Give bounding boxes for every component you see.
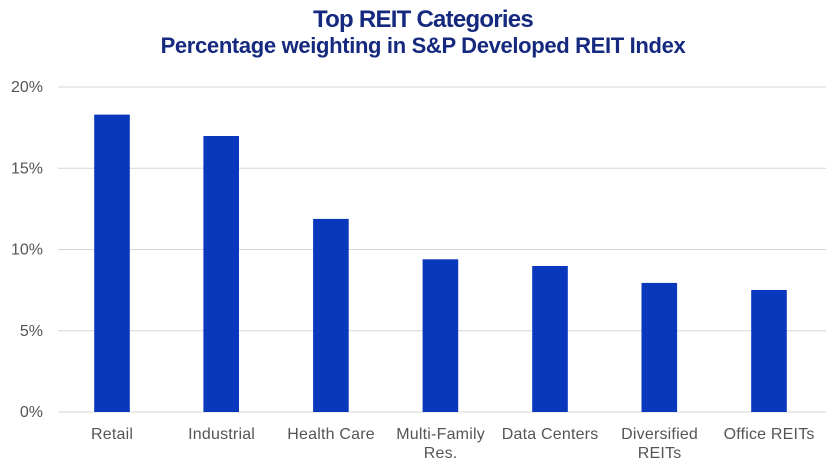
svg-text:15%: 15% <box>11 160 43 177</box>
svg-text:Industrial: Industrial <box>188 426 255 443</box>
svg-text:10%: 10% <box>11 242 43 259</box>
svg-text:Percentage weighting in S&P De: Percentage weighting in S&P Developed RE… <box>161 33 687 58</box>
svg-text:Retail: Retail <box>91 426 133 443</box>
svg-text:Multi-Family: Multi-Family <box>396 426 485 443</box>
svg-text:Data Centers: Data Centers <box>502 426 599 443</box>
svg-text:5%: 5% <box>20 323 43 340</box>
svg-text:Res.: Res. <box>424 445 458 462</box>
svg-text:Office REITs: Office REITs <box>724 426 815 443</box>
svg-text:REITs: REITs <box>638 445 682 462</box>
svg-text:Diversified: Diversified <box>621 426 698 443</box>
svg-text:Health Care: Health Care <box>287 426 375 443</box>
svg-text:0%: 0% <box>20 404 43 421</box>
svg-text:Top REIT Categories: Top REIT Categories <box>313 6 533 33</box>
svg-text:20%: 20% <box>11 79 43 96</box>
